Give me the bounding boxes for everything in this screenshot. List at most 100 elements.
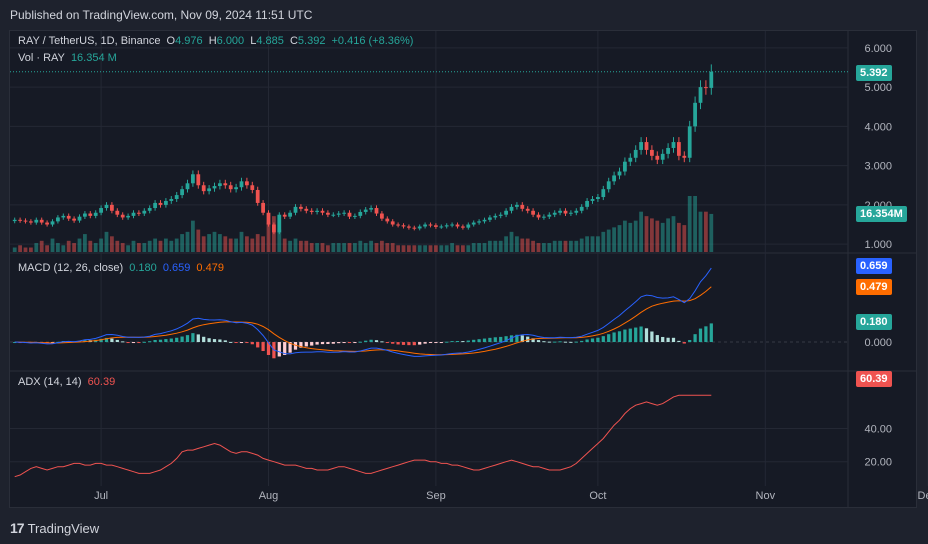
macd-hist-bar bbox=[304, 342, 308, 347]
volume-bar bbox=[250, 238, 255, 252]
volume-bar bbox=[331, 243, 336, 252]
candle bbox=[547, 214, 552, 217]
macd-hist-bar bbox=[596, 337, 600, 343]
x-tick-label: Oct bbox=[589, 490, 606, 502]
candle bbox=[282, 214, 287, 217]
volume-bar bbox=[137, 243, 141, 252]
macd-hist-bar bbox=[223, 340, 227, 343]
candle bbox=[552, 212, 557, 215]
macd-legend: MACD (12, 26, close) 0.180 0.659 0.479 bbox=[18, 262, 227, 274]
volume-bar bbox=[509, 231, 514, 252]
macd-hist-bar bbox=[158, 339, 163, 343]
candle bbox=[520, 204, 525, 209]
low-label: L bbox=[250, 35, 257, 47]
candle bbox=[644, 142, 649, 150]
macd-hist-bar bbox=[245, 342, 249, 344]
volume-bar bbox=[644, 216, 649, 252]
volume-bar bbox=[401, 245, 406, 252]
candle bbox=[558, 210, 562, 213]
candle bbox=[536, 214, 541, 218]
volume-bar bbox=[504, 236, 508, 252]
volume-bar bbox=[380, 240, 384, 252]
volume-bar bbox=[623, 220, 627, 252]
macd-hist-bar bbox=[256, 342, 260, 348]
macd-hist-bar bbox=[493, 337, 497, 343]
macd-hist-bar bbox=[396, 342, 400, 345]
macd-hist-bar bbox=[164, 339, 168, 343]
volume-bar bbox=[417, 245, 422, 252]
candle bbox=[61, 215, 66, 218]
macd-hist-bar bbox=[709, 323, 713, 343]
volume-bar bbox=[606, 229, 611, 252]
candle bbox=[137, 212, 141, 214]
candle bbox=[585, 200, 589, 207]
macd-hist-bar bbox=[504, 336, 508, 343]
volume-bar bbox=[277, 229, 282, 252]
x-tick-label: Aug bbox=[259, 490, 279, 502]
macd-hist-bar bbox=[482, 338, 487, 343]
volume-bar bbox=[77, 238, 82, 252]
macd-hist-bar bbox=[331, 342, 335, 344]
candle bbox=[374, 208, 379, 214]
candle bbox=[628, 157, 633, 162]
candle bbox=[385, 218, 390, 222]
volume-bar bbox=[110, 236, 114, 252]
price-tick-label: 3.000 bbox=[864, 161, 892, 173]
candle bbox=[563, 210, 568, 214]
tradingview-brand[interactable]: 17 TradingView bbox=[10, 520, 99, 536]
candle bbox=[115, 210, 120, 215]
open-label: O bbox=[166, 35, 176, 47]
volume-bar bbox=[542, 243, 546, 252]
candle bbox=[407, 226, 411, 228]
price-tick-label: 4.000 bbox=[864, 121, 892, 133]
volume-bar bbox=[234, 238, 238, 252]
volume-bar bbox=[304, 240, 309, 252]
volume-bar bbox=[693, 196, 697, 252]
candle bbox=[596, 197, 600, 199]
macd-hist-bar bbox=[218, 339, 222, 343]
macd-hist-bar bbox=[520, 335, 524, 343]
volume-bar bbox=[228, 238, 233, 252]
candle bbox=[158, 202, 163, 205]
candle bbox=[72, 218, 76, 221]
volume-bar bbox=[536, 243, 541, 252]
x-tick-label: Sep bbox=[426, 490, 446, 502]
volume-legend: Vol · RAY 16.354 M bbox=[18, 52, 120, 64]
volume-bar bbox=[347, 243, 352, 252]
macd-hist-bar bbox=[558, 341, 562, 343]
close-value: 5.392 bbox=[297, 35, 326, 47]
macd-hist-bar bbox=[569, 341, 573, 343]
candle bbox=[50, 221, 55, 225]
macd-hist-bar bbox=[666, 337, 670, 343]
macd-hist-bar bbox=[563, 341, 568, 343]
macd-hist-bar bbox=[682, 342, 686, 344]
candle bbox=[93, 212, 98, 216]
macd-hist-bar bbox=[202, 336, 206, 343]
macd-hist-bar bbox=[196, 334, 200, 343]
macd-line-tag: 0.659 bbox=[856, 258, 892, 274]
volume-bar bbox=[174, 238, 179, 252]
macd-hist-bar bbox=[353, 342, 357, 344]
macd-hist-bar bbox=[148, 341, 152, 343]
macd-hist-bar bbox=[110, 338, 114, 343]
macd-signal-tag: 0.479 bbox=[856, 279, 892, 295]
macd-hist-bar bbox=[623, 329, 627, 343]
volume-bar bbox=[23, 247, 28, 252]
volume-bar bbox=[444, 245, 449, 252]
macd-hist-bar bbox=[547, 341, 551, 343]
candle bbox=[488, 217, 492, 220]
candle bbox=[698, 87, 703, 103]
x-tick-label: Nov bbox=[756, 490, 776, 502]
candle bbox=[471, 222, 476, 225]
macd-hist-bar bbox=[337, 342, 341, 344]
volume-bar bbox=[201, 236, 206, 252]
volume-bar bbox=[374, 243, 379, 252]
candle bbox=[434, 225, 438, 227]
macd-hist-bar bbox=[526, 336, 530, 343]
volume-bar bbox=[439, 245, 444, 252]
volume-bar bbox=[282, 238, 287, 252]
candle bbox=[83, 213, 87, 217]
volume-bar bbox=[218, 234, 222, 252]
macd-hist-bar bbox=[315, 342, 319, 345]
